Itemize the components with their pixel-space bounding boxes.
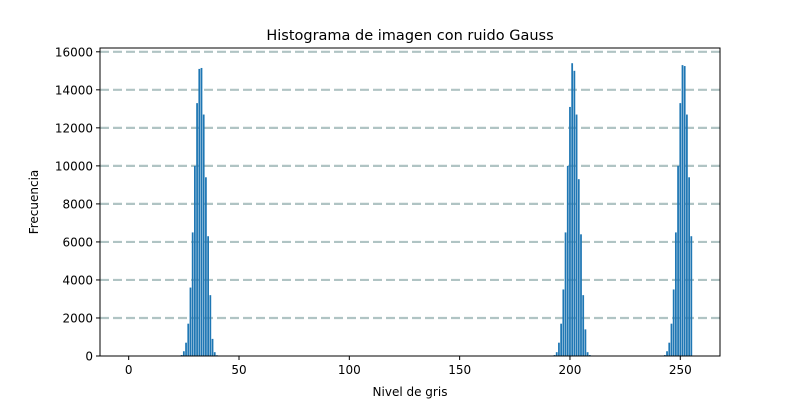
y-tick-label: 16000 bbox=[55, 45, 93, 59]
x-tick-label: 100 bbox=[338, 363, 361, 377]
bar bbox=[202, 114, 205, 356]
bar bbox=[213, 352, 216, 356]
bar bbox=[690, 236, 693, 356]
bar bbox=[670, 323, 673, 356]
bar bbox=[681, 65, 684, 356]
x-tick-label: 0 bbox=[125, 363, 133, 377]
bar bbox=[560, 323, 563, 356]
bar bbox=[672, 289, 675, 356]
bar bbox=[182, 351, 185, 356]
bar bbox=[571, 63, 574, 357]
bar bbox=[566, 165, 569, 356]
bar bbox=[196, 103, 198, 356]
chart-title: Histograma de imagen con ruido Gauss bbox=[266, 28, 553, 44]
bar bbox=[582, 295, 585, 356]
bar bbox=[666, 351, 668, 356]
bar bbox=[575, 114, 578, 356]
bar bbox=[191, 232, 194, 356]
y-tick-label: 2000 bbox=[62, 311, 93, 325]
bar bbox=[562, 289, 565, 356]
bar bbox=[580, 234, 582, 356]
x-axis-label: Nivel de gris bbox=[373, 385, 448, 399]
bar bbox=[564, 232, 567, 356]
bar bbox=[558, 342, 560, 356]
y-axis-ticks: 0 2000 4000 6000 8000 10000 12000 14000 16000 bbox=[55, 45, 100, 364]
bar bbox=[569, 106, 571, 357]
bar bbox=[200, 67, 203, 357]
y-tick-label: 6000 bbox=[62, 235, 93, 249]
x-tick-label: 50 bbox=[231, 363, 246, 377]
bar bbox=[189, 287, 192, 356]
bar bbox=[586, 352, 589, 356]
bar bbox=[209, 295, 212, 356]
y-tick-label: 0 bbox=[85, 350, 93, 364]
bar bbox=[205, 177, 207, 356]
x-tick-label: 250 bbox=[669, 363, 692, 377]
y-tick-label: 8000 bbox=[62, 197, 93, 211]
plot-frame bbox=[99, 47, 721, 357]
x-tick-label: 150 bbox=[448, 363, 471, 377]
bar bbox=[584, 329, 587, 356]
bar bbox=[679, 103, 682, 356]
bar bbox=[577, 179, 580, 356]
bar bbox=[573, 70, 576, 356]
y-tick-label: 14000 bbox=[55, 83, 93, 97]
bars bbox=[180, 63, 693, 357]
bar bbox=[187, 323, 190, 356]
bar bbox=[555, 352, 558, 356]
bar bbox=[207, 236, 209, 356]
bar bbox=[686, 114, 688, 356]
bar bbox=[211, 338, 214, 356]
bar bbox=[688, 177, 690, 356]
bar bbox=[185, 342, 187, 356]
bar bbox=[198, 68, 201, 357]
x-axis-ticks: 0 50 100 150 200 250 bbox=[125, 356, 692, 377]
bar bbox=[674, 232, 677, 356]
y-tick-label: 4000 bbox=[62, 273, 93, 287]
bar bbox=[683, 66, 686, 356]
bar bbox=[193, 165, 196, 356]
x-tick-label: 200 bbox=[559, 363, 582, 377]
y-tick-label: 12000 bbox=[55, 121, 93, 135]
y-axis-label: Frecuencia bbox=[27, 170, 41, 235]
bar bbox=[677, 165, 679, 356]
y-tick-label: 10000 bbox=[55, 159, 93, 173]
bar bbox=[668, 342, 671, 356]
